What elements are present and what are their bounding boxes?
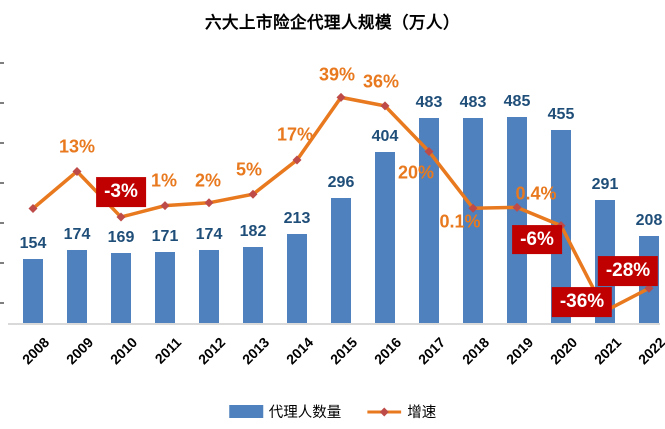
growth-label-2021: -36% — [551, 287, 613, 318]
y-axis-tick — [0, 142, 4, 144]
growth-label-2018: 0.1% — [439, 211, 481, 232]
y-axis-tick — [0, 262, 4, 264]
y-axis-tick — [0, 102, 4, 104]
bar-value-label: 208 — [635, 212, 663, 229]
growth-label-2014: 17% — [276, 124, 314, 145]
line-marker-2018 — [468, 203, 478, 213]
bar-2008 — [23, 259, 43, 325]
growth-label-2022: -28% — [597, 256, 659, 287]
line-marker-2008 — [28, 204, 38, 213]
growth-label-2013: 5% — [235, 159, 263, 180]
bar-value-label: 483 — [415, 94, 443, 111]
line-marker-2010 — [116, 212, 126, 222]
growth-label-2020: -6% — [512, 224, 562, 255]
line-marker-2019 — [512, 202, 522, 212]
line-marker-2015 — [336, 92, 346, 102]
growth-label-2017: 20% — [397, 162, 435, 182]
growth-label-2009: 13% — [58, 136, 96, 157]
legend-bar-label: 代理人数量 — [268, 405, 342, 421]
bar-value-label: 291 — [591, 176, 619, 193]
growth-label-2015: 39% — [318, 64, 356, 85]
bar-2016 — [375, 152, 395, 325]
bar-2019 — [507, 117, 527, 325]
bar-value-label: 174 — [63, 226, 91, 243]
growth-label-2012: 2% — [194, 170, 222, 191]
line-marker-2017 — [424, 147, 434, 156]
line-marker-2011 — [160, 201, 170, 211]
bar-value-label: 404 — [371, 128, 399, 145]
bar-value-label: 483 — [459, 94, 487, 111]
bar-2012 — [199, 250, 219, 325]
bar-2018 — [463, 118, 483, 325]
growth-label-2016: 36% — [362, 71, 400, 92]
legend: 代理人数量 增速 — [228, 401, 437, 422]
legend-bar-swatch-icon — [228, 405, 263, 418]
y-axis-tick — [0, 222, 4, 224]
line-marker-2014 — [292, 155, 302, 165]
line-marker-2013 — [248, 189, 258, 199]
line-marker-2009 — [72, 166, 82, 176]
bar-value-label: 174 — [195, 226, 223, 243]
bar-2009 — [67, 250, 87, 325]
y-axis-tick — [0, 62, 4, 64]
bar-2017 — [419, 118, 439, 325]
bar-value-label: 296 — [327, 174, 355, 191]
bar-value-label: 182 — [239, 223, 267, 240]
growth-label-2010: -3% — [96, 177, 146, 207]
bar-value-label: 213 — [283, 210, 311, 227]
bar-value-label: 169 — [107, 229, 135, 246]
bar-value-label: 455 — [547, 106, 575, 123]
y-axis-tick — [0, 182, 4, 184]
growth-label-2019: 0.4% — [515, 183, 557, 204]
legend-line-swatch-icon — [367, 407, 402, 416]
bar-value-label: 171 — [151, 228, 179, 245]
bar-2014 — [287, 234, 307, 325]
growth-label-2011: 1% — [150, 170, 178, 191]
line-marker-2016 — [380, 101, 390, 111]
y-axis-tick — [0, 302, 4, 304]
legend-line-label: 增速 — [407, 405, 437, 421]
bar-2015 — [331, 198, 351, 325]
bar-2010 — [111, 253, 131, 325]
bar-2013 — [243, 247, 263, 325]
x-axis-line — [8, 323, 660, 325]
chart-title: 六大上市险企代理人规模（万人） — [205, 14, 460, 32]
line-marker-2012 — [204, 198, 214, 208]
bar-value-label: 154 — [19, 235, 47, 252]
bar-value-label: 485 — [503, 93, 531, 110]
bar-2011 — [155, 252, 175, 325]
